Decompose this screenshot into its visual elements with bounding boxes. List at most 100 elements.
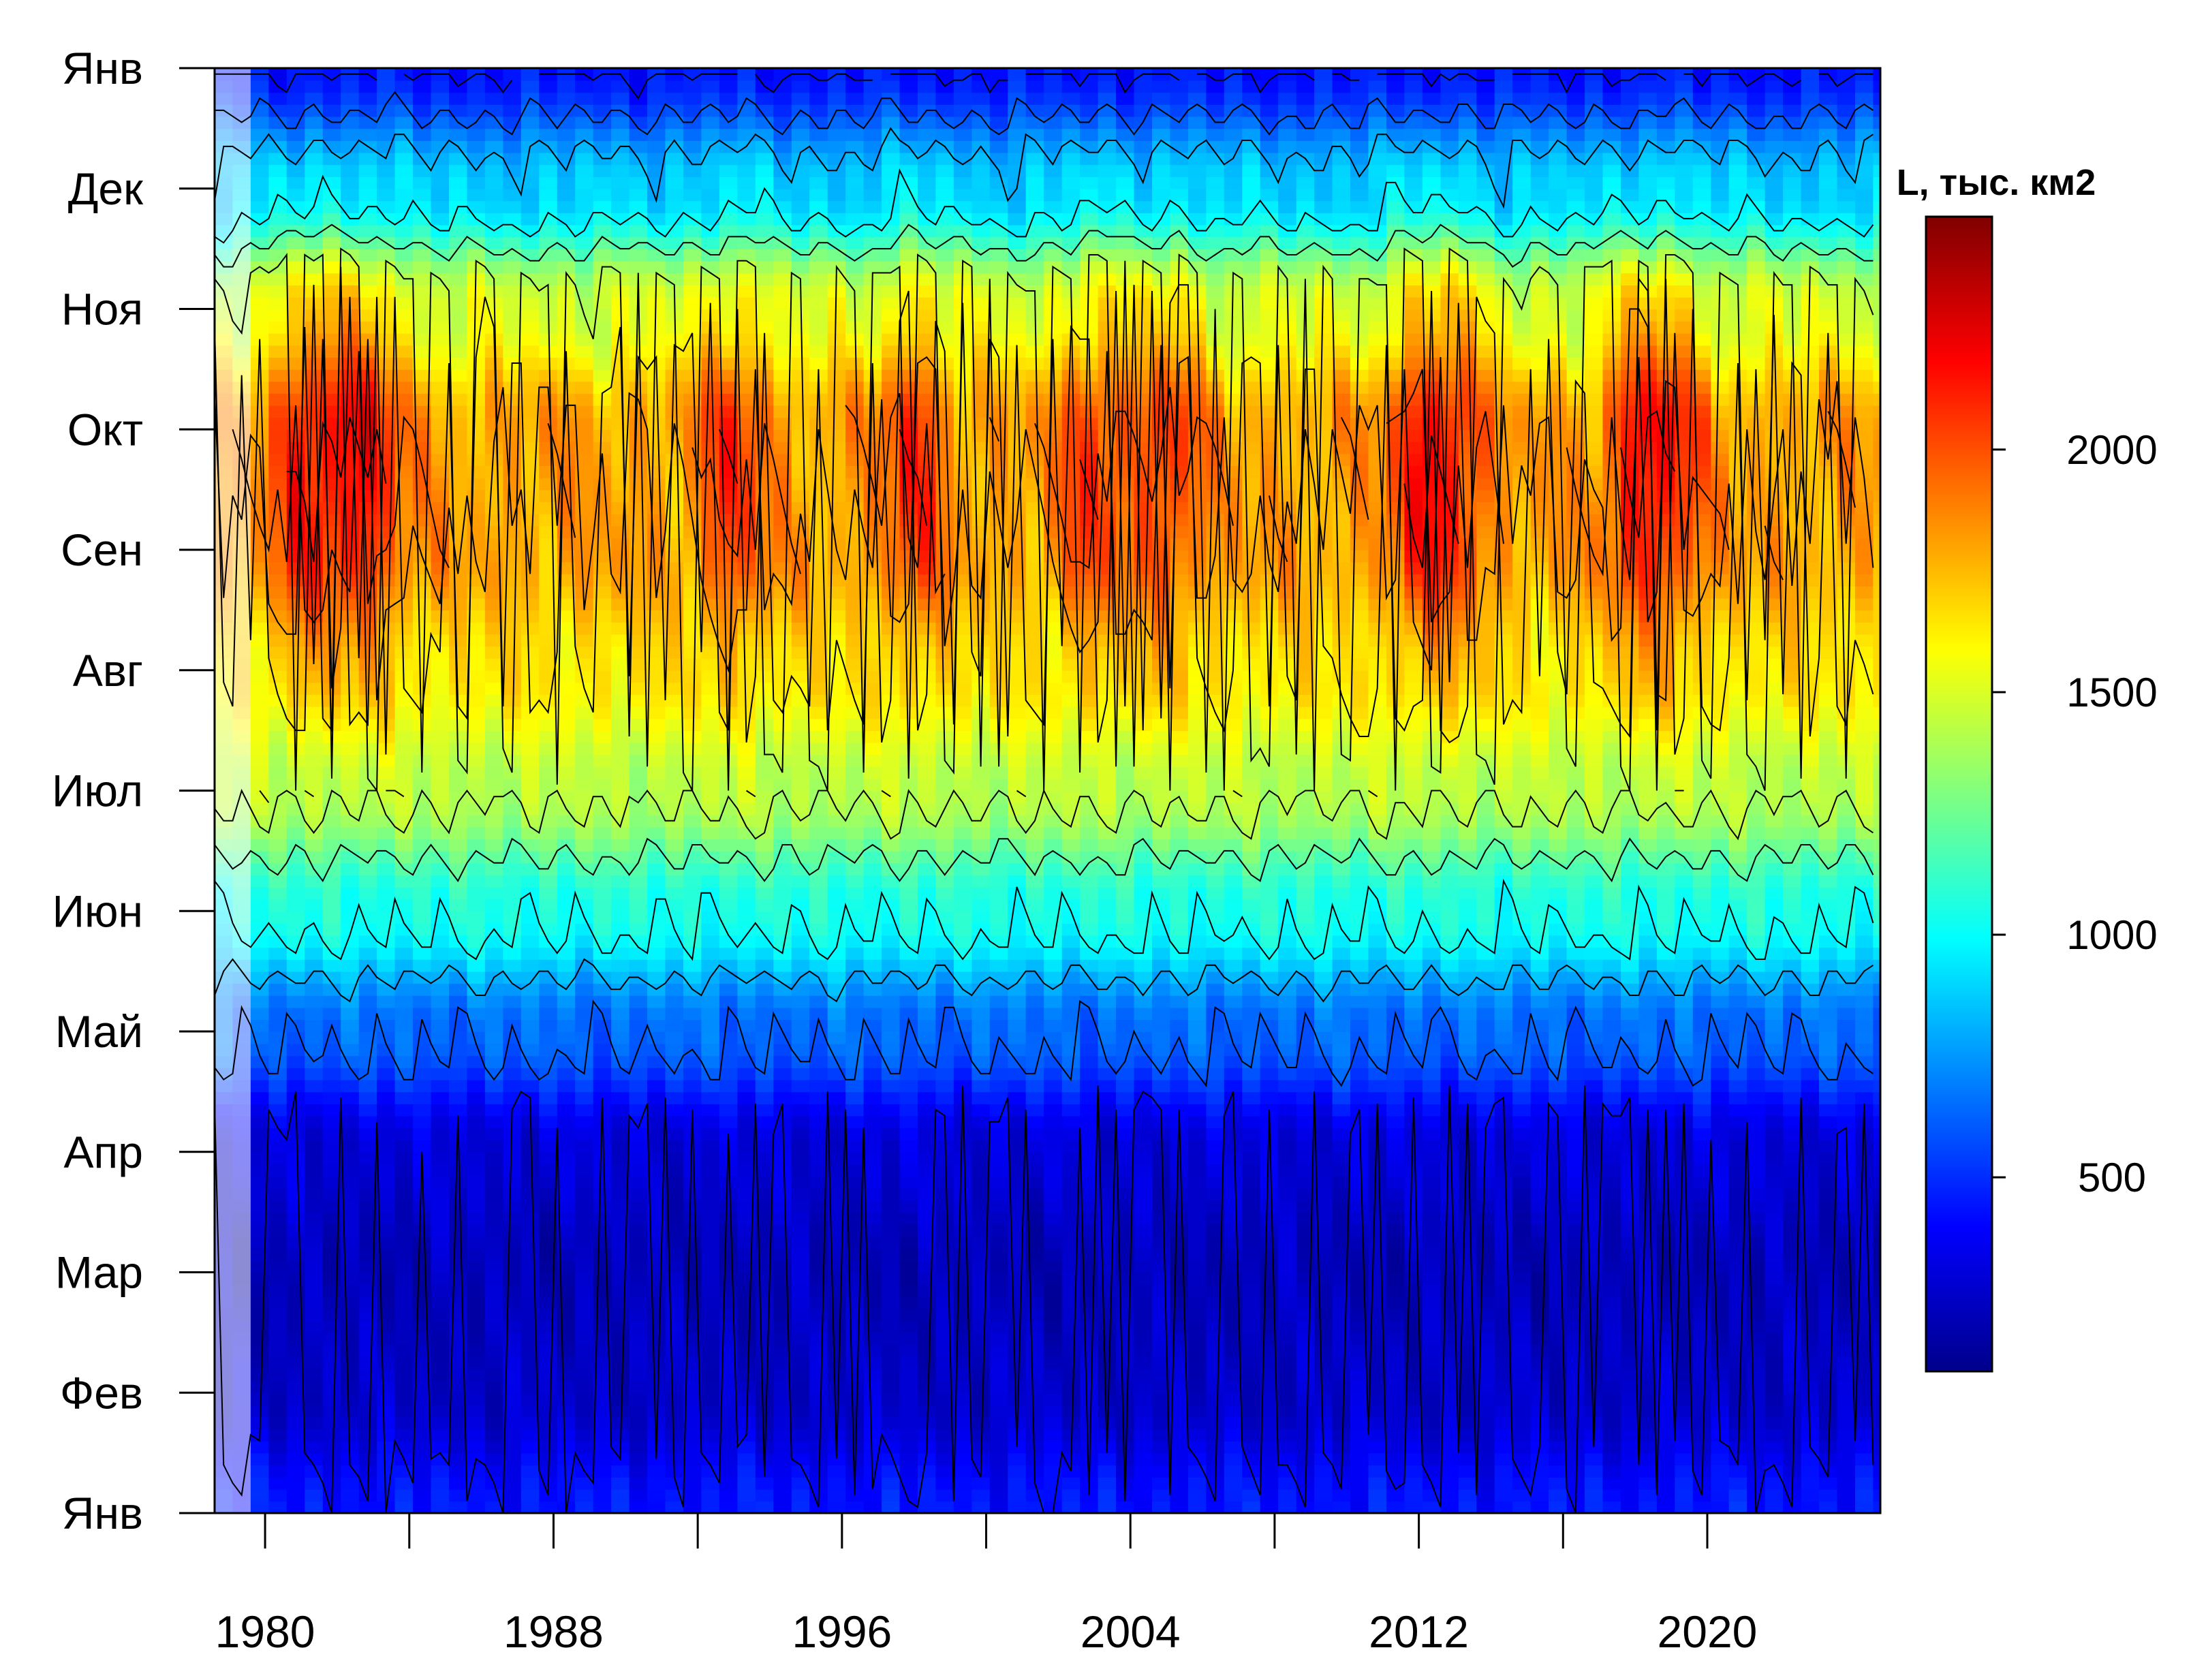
heatmap-cell: [935, 682, 954, 695]
heatmap-cell: [828, 418, 846, 431]
heatmap-cell: [611, 1381, 630, 1394]
heatmap-cell: [521, 1031, 540, 1044]
heatmap-cell: [954, 1176, 972, 1189]
heatmap-cell: [251, 1489, 269, 1502]
heatmap-cell: [431, 369, 450, 382]
heatmap-cell: [756, 779, 774, 792]
heatmap-cell: [900, 1212, 918, 1225]
heatmap-cell: [666, 478, 684, 491]
heatmap-cell: [268, 164, 287, 177]
heatmap-cell: [954, 1489, 972, 1502]
heatmap-cell: [666, 730, 684, 743]
heatmap-cell: [539, 514, 557, 527]
heatmap-cell: [845, 369, 864, 382]
heatmap-cell: [611, 189, 630, 202]
heatmap-cell: [467, 92, 486, 105]
heatmap-cell: [611, 1296, 630, 1309]
heatmap-cell: [431, 1405, 450, 1418]
heatmap-cell: [630, 887, 648, 900]
heatmap-cell: [792, 1369, 810, 1382]
heatmap-cell: [503, 1127, 521, 1140]
heatmap-cell: [251, 791, 269, 804]
heatmap-cell: [323, 1381, 341, 1394]
heatmap-cell: [215, 56, 233, 69]
heatmap-cell: [539, 1164, 557, 1177]
heatmap-cell: [395, 1200, 414, 1213]
heatmap-cell: [341, 478, 359, 491]
heatmap-cell: [287, 983, 305, 996]
heatmap-cell: [647, 429, 666, 442]
heatmap-cell: [359, 153, 377, 166]
heatmap-cell: [449, 1176, 467, 1189]
heatmap-cell: [539, 1284, 557, 1297]
heatmap-cell: [882, 1309, 900, 1322]
heatmap-cell: [467, 779, 486, 792]
heatmap-cell: [683, 1236, 702, 1249]
heatmap-cell: [413, 501, 431, 514]
heatmap-cell: [828, 297, 846, 310]
heatmap-cell: [792, 1405, 810, 1418]
heatmap-cell: [845, 1260, 864, 1273]
heatmap-cell: [395, 875, 414, 888]
heatmap-cell: [485, 1019, 503, 1032]
heatmap-cell: [935, 1296, 954, 1309]
heatmap-cell: [287, 1453, 305, 1466]
heatmap-cell: [809, 357, 828, 370]
heatmap-cell: [557, 1068, 576, 1080]
heatmap-cell: [954, 1212, 972, 1225]
heatmap-cell: [647, 1273, 666, 1286]
heatmap-cell: [666, 514, 684, 527]
heatmap-cell: [413, 839, 431, 852]
heatmap-cell: [449, 357, 467, 370]
heatmap-cell: [773, 1429, 792, 1442]
heatmap-cell: [323, 610, 341, 623]
heatmap-cell: [900, 237, 918, 250]
heatmap-cell: [882, 1284, 900, 1297]
heatmap-cell: [287, 1176, 305, 1189]
heatmap-cell: [557, 1031, 576, 1044]
heatmap-cell: [630, 538, 648, 550]
heatmap-cell: [431, 887, 450, 900]
heatmap-cell: [935, 1236, 954, 1249]
heatmap-cell: [395, 309, 414, 322]
heatmap-cell: [756, 971, 774, 984]
heatmap-cell: [630, 803, 648, 815]
heatmap-cell: [882, 128, 900, 141]
heatmap-cell: [864, 200, 882, 213]
heatmap-cell: [268, 1501, 287, 1514]
heatmap-cell: [503, 634, 521, 647]
heatmap-cell: [809, 911, 828, 924]
heatmap-cell: [900, 1248, 918, 1261]
heatmap-cell: [809, 550, 828, 563]
heatmap-cell: [737, 1465, 756, 1478]
heatmap-cell: [701, 1381, 719, 1394]
heatmap-cell: [287, 1212, 305, 1225]
heatmap-cell: [251, 1140, 269, 1153]
heatmap-cell: [593, 357, 612, 370]
heatmap-cell: [701, 935, 719, 948]
heatmap-cell: [845, 1080, 864, 1093]
heatmap-cell: [449, 261, 467, 274]
heatmap-cell: [449, 574, 467, 587]
heatmap-cell: [431, 1429, 450, 1442]
heatmap-cell: [593, 827, 612, 840]
heatmap-cell: [918, 863, 936, 876]
heatmap-cell: [467, 743, 486, 756]
heatmap-cell: [864, 959, 882, 972]
heatmap-cell: [756, 297, 774, 310]
heatmap-cell: [359, 827, 377, 840]
heatmap-cell: [521, 68, 540, 81]
heatmap-cell: [557, 200, 576, 213]
heatmap-cell: [918, 586, 936, 599]
heatmap-cell: [845, 249, 864, 262]
heatmap-cell: [647, 1260, 666, 1273]
heatmap-cell: [611, 478, 630, 491]
heatmap-cell: [882, 1345, 900, 1358]
heatmap-cell: [305, 1188, 323, 1201]
heatmap-cell: [773, 1465, 792, 1478]
heatmap-cell: [756, 1091, 774, 1104]
heatmap-cell: [809, 719, 828, 732]
heatmap-cell: [756, 261, 774, 274]
heatmap-cell: [593, 321, 612, 334]
heatmap-cell: [719, 1091, 738, 1104]
